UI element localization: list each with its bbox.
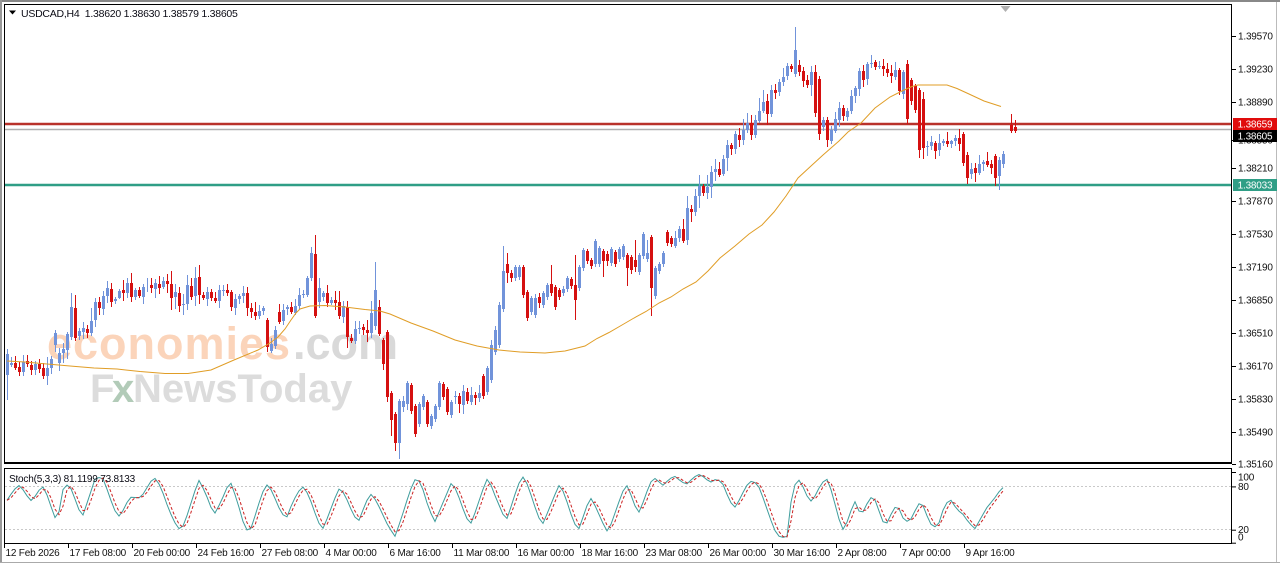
svg-text:27 Feb 08:00: 27 Feb 08:00 bbox=[262, 548, 319, 559]
svg-text:7 Apr 00:00: 7 Apr 00:00 bbox=[902, 548, 952, 559]
svg-text:24 Feb 16:00: 24 Feb 16:00 bbox=[198, 548, 255, 559]
svg-text:20 Feb 00:00: 20 Feb 00:00 bbox=[134, 548, 191, 559]
svg-text:1.39570: 1.39570 bbox=[1238, 32, 1273, 43]
svg-text:17 Feb 08:00: 17 Feb 08:00 bbox=[70, 548, 127, 559]
svg-text:30 Mar 16:00: 30 Mar 16:00 bbox=[774, 548, 831, 559]
svg-text:1.37530: 1.37530 bbox=[1238, 230, 1273, 241]
svg-text:0: 0 bbox=[1238, 532, 1244, 543]
svg-text:Stoch(5,3,3) 81.1199 73.8133: Stoch(5,3,3) 81.1199 73.8133 bbox=[9, 474, 136, 485]
svg-text:4 Mar 00:00: 4 Mar 00:00 bbox=[326, 548, 378, 559]
svg-text:1.35830: 1.35830 bbox=[1238, 395, 1273, 406]
svg-text:1.38210: 1.38210 bbox=[1238, 164, 1273, 175]
svg-text:NewsToday: NewsToday bbox=[133, 367, 353, 411]
svg-text:1.38890: 1.38890 bbox=[1238, 98, 1273, 109]
svg-text:1.36170: 1.36170 bbox=[1238, 362, 1273, 373]
svg-text:1.38033: 1.38033 bbox=[1238, 181, 1273, 192]
svg-text:23 Mar 08:00: 23 Mar 08:00 bbox=[646, 548, 703, 559]
svg-text:1.37190: 1.37190 bbox=[1238, 263, 1273, 274]
svg-text:1.38659: 1.38659 bbox=[1238, 120, 1273, 131]
svg-text:12 Feb 2026: 12 Feb 2026 bbox=[6, 548, 61, 559]
svg-text:1.38605: 1.38605 bbox=[1238, 132, 1273, 143]
svg-text:2 Apr 08:00: 2 Apr 08:00 bbox=[838, 548, 888, 559]
svg-text:16 Mar 00:00: 16 Mar 00:00 bbox=[518, 548, 575, 559]
svg-text:1.35490: 1.35490 bbox=[1238, 428, 1273, 439]
svg-text:11 Mar 08:00: 11 Mar 08:00 bbox=[454, 548, 510, 559]
svg-text:1.35160: 1.35160 bbox=[1238, 460, 1273, 471]
svg-text:1.36510: 1.36510 bbox=[1238, 329, 1273, 340]
svg-text:1.39230: 1.39230 bbox=[1238, 65, 1273, 76]
svg-text:20: 20 bbox=[1238, 525, 1249, 536]
svg-text:6 Mar 16:00: 6 Mar 16:00 bbox=[390, 548, 442, 559]
svg-text:1.37870: 1.37870 bbox=[1238, 197, 1273, 208]
svg-text:x: x bbox=[112, 367, 134, 411]
svg-text:1.36850: 1.36850 bbox=[1238, 296, 1273, 307]
svg-text:80: 80 bbox=[1238, 482, 1249, 493]
svg-text:26 Mar 00:00: 26 Mar 00:00 bbox=[710, 548, 767, 559]
svg-text:F: F bbox=[90, 367, 114, 411]
svg-text:100: 100 bbox=[1238, 473, 1255, 484]
svg-text:9 Apr 16:00: 9 Apr 16:00 bbox=[966, 548, 1016, 559]
svg-text:18 Mar 16:00: 18 Mar 16:00 bbox=[582, 548, 639, 559]
svg-text:USDCAD,H4 1.38620 1.38630 1.3: USDCAD,H4 1.38620 1.38630 1.38579 1.3860… bbox=[21, 8, 238, 20]
